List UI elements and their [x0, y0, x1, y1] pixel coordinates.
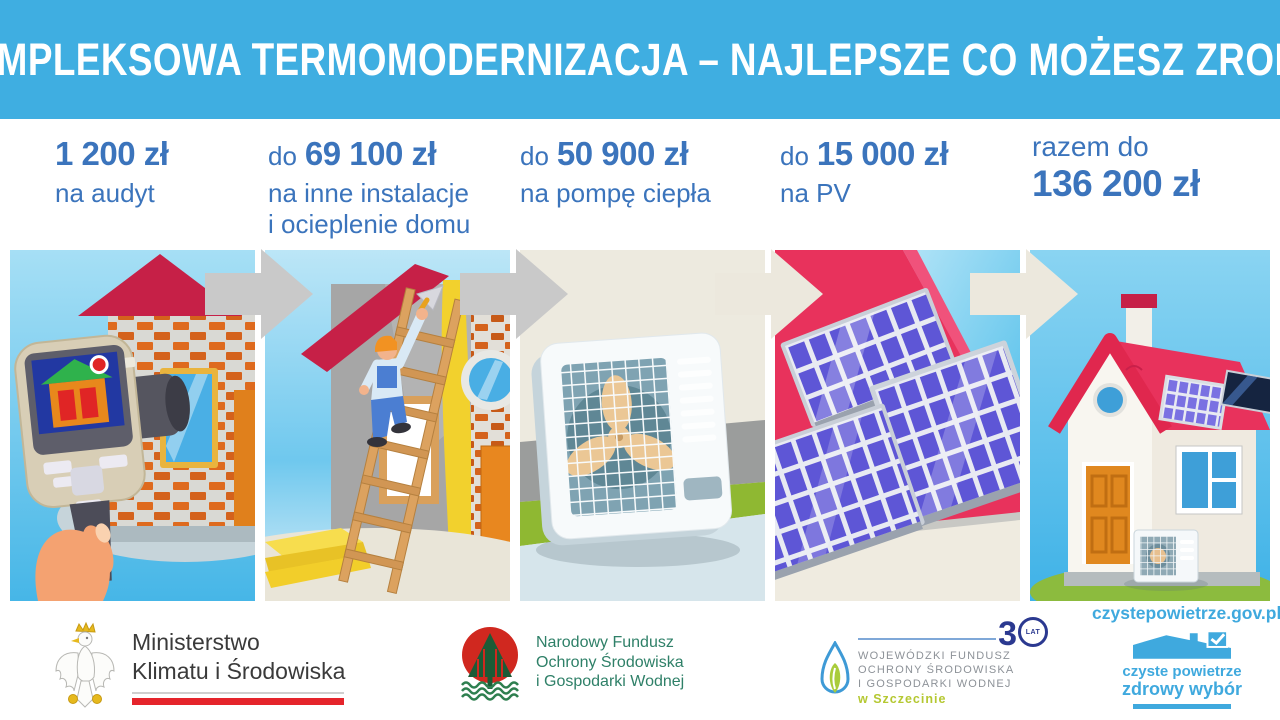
grant-desc: na inne instalacje — [268, 178, 469, 208]
grant-amount-line: 1 200 zł — [55, 135, 169, 173]
grant-amount: 1 200 zł — [55, 135, 169, 172]
grant-amount-line: do 15 000 zł — [780, 135, 949, 173]
heat-pump-illustration — [520, 250, 765, 601]
grant-amount: 136 200 zł — [1032, 163, 1200, 204]
tree-circle-icon — [461, 627, 519, 701]
grant-prefix: do — [780, 141, 809, 171]
logo-czyste-powietrze: czystepowietrze.gov.pl czyste powietrze … — [1092, 603, 1280, 709]
nfosigw-wordmark: Narodowy Fundusz Ochrony Środowiska i Go… — [536, 625, 684, 692]
grant-insulation: do 69 100 zł na inne instalacje i ocieple… — [268, 135, 470, 240]
step-panel-result-house — [1030, 250, 1270, 601]
arrow-right-icon — [715, 249, 823, 339]
solar-panels-illustration — [775, 250, 1020, 601]
grant-amount: 15 000 zł — [816, 135, 949, 172]
nfosigw-line: Narodowy Fundusz — [536, 634, 674, 651]
grants-row: 1 200 zł na audyt do 69 100 zł na inne in… — [0, 119, 1280, 250]
grant-prefix: do — [268, 141, 297, 171]
czyste-powietrze-tagline: czyste powietrze — [1122, 663, 1242, 680]
logo-ministry-klimatu: Ministerstwo Klimatu i Środowiska — [52, 621, 345, 713]
renovated-house-illustration — [1030, 250, 1270, 601]
nfosigw-line: i Gospodarki Wodnej — [536, 673, 685, 690]
ministry-line: Klimatu i Środowiska — [132, 658, 346, 684]
insulation-worker-illustration — [265, 250, 510, 601]
step-panel-insulation — [265, 250, 510, 601]
grant-prefix: razem do — [1032, 131, 1149, 162]
poland-flag-bar — [132, 692, 344, 705]
ministry-line: Ministerstwo — [132, 629, 260, 655]
page-title: KOMPLEKSOWA TERMOMODERNIZACJA – NAJLEPSZ… — [0, 33, 1280, 85]
grant-prefix: do — [520, 141, 549, 171]
footer-logos: Ministerstwo Klimatu i Środowiska — [0, 601, 1280, 720]
anniversary-30-lat: 3 LAT — [858, 611, 1048, 653]
step-panel-heat-pump — [520, 250, 765, 601]
grant-desc: na PV — [780, 178, 851, 208]
wfosigw-line: I GOSPODARKI WODNEJ — [858, 678, 1012, 690]
arrow-right-icon — [970, 249, 1078, 339]
grant-audit: 1 200 zł na audyt — [55, 135, 169, 209]
grant-desc: na audyt — [55, 178, 155, 208]
illustration-strip — [0, 249, 1280, 601]
anniversary-lat-badge: LAT — [1018, 617, 1048, 647]
grant-amount-line: do 50 900 zł — [520, 135, 711, 173]
water-droplet-icon — [820, 641, 850, 694]
polish-eagle-icon — [55, 621, 115, 708]
step-panel-pv — [775, 250, 1020, 601]
grant-amount: 50 900 zł — [556, 135, 689, 172]
program-website-url: czystepowietrze.gov.pl — [1092, 603, 1280, 623]
grant-desc: na pompę ciepła — [520, 178, 711, 208]
house-check-icon — [1133, 631, 1231, 659]
grant-pv: do 15 000 zł na PV — [780, 135, 949, 209]
logo-wfosigw-szczecin: 3 LAT WOJEWÓDZKI FUNDUSZ OCHRONY ŚRODOWI… — [820, 611, 1048, 706]
header-banner: KOMPLEKSOWA TERMOMODERNIZACJA – NAJLEPSZ… — [0, 0, 1280, 119]
wfosigw-line: WOJEWÓDZKI FUNDUSZ — [858, 650, 1011, 662]
wfosigw-location: w Szczecinie — [858, 692, 947, 706]
wfosigw-line: OCHRONY ŚRODOWISKA — [858, 664, 1015, 676]
wfosigw-wordmark: 3 LAT WOJEWÓDZKI FUNDUSZ OCHRONY ŚRODOWI… — [858, 611, 1048, 706]
grant-heat-pump: do 50 900 zł na pompę ciepła — [520, 135, 711, 209]
nfosigw-line: Ochrony Środowiska — [536, 653, 684, 671]
logo-nfosigw: Narodowy Fundusz Ochrony Środowiska i Go… — [458, 625, 684, 701]
arrow-right-icon — [460, 249, 568, 339]
anniversary-rule — [858, 638, 997, 640]
ministry-wordmark: Ministerstwo Klimatu i Środowiska — [132, 621, 345, 713]
grant-amount: 69 100 zł — [304, 135, 437, 172]
czyste-powietrze-tagline: zdrowy wybór — [1121, 679, 1242, 699]
anniversary-number: 3 — [998, 615, 1017, 653]
grant-amount-line: do 69 100 zł — [268, 135, 470, 173]
grant-amount-line: 136 200 zł — [1032, 163, 1200, 205]
grant-total: razem do 136 200 zł — [1032, 131, 1200, 205]
czyste-powietrze-underline — [1133, 704, 1231, 709]
arrow-right-icon — [205, 249, 313, 339]
grant-desc: i ocieplenie domu — [268, 209, 471, 239]
